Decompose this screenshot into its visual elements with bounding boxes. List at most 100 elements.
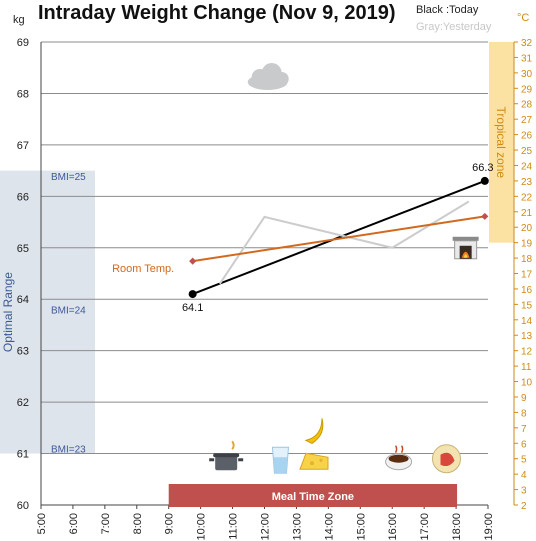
pot-lid xyxy=(213,453,240,458)
x-tick-label: 10:00 xyxy=(196,513,208,541)
fireplace-mantel xyxy=(452,236,479,241)
banana-icon xyxy=(304,418,324,444)
y-right-tick-label: 23 xyxy=(521,177,533,188)
fireplace-icon xyxy=(452,236,479,260)
y-right-tick-label: 27 xyxy=(521,115,533,126)
y-right-tick-label: 21 xyxy=(521,208,533,219)
y-right-tick-label: 22 xyxy=(521,192,533,203)
x-tick-label: 6:00 xyxy=(68,513,80,534)
y-right-tick-label: 12 xyxy=(521,347,533,358)
bowl-soup xyxy=(388,454,409,463)
y-left-tick-label: 66 xyxy=(17,191,29,203)
x-tick-label: 15:00 xyxy=(355,513,367,541)
x-tick-label: 8:00 xyxy=(132,513,144,534)
y-left-tick-label: 64 xyxy=(17,294,29,306)
bmi-label: BMI=23 xyxy=(51,444,86,455)
y-right-tick-label: 11 xyxy=(521,362,532,373)
data-point xyxy=(189,257,197,265)
y-right-tick-label: 15 xyxy=(521,300,533,311)
bmi-label: BMI=24 xyxy=(51,306,86,317)
y-left-tick-label: 67 xyxy=(17,140,29,152)
pot-handle xyxy=(238,458,244,462)
y-right-tick-label: 29 xyxy=(521,84,533,95)
y-right-tick-label: 28 xyxy=(521,100,533,111)
y-right-tick-label: 6 xyxy=(521,439,527,450)
bowl-steam xyxy=(394,445,404,454)
y-right-tick-label: 10 xyxy=(521,378,533,389)
cloud-shape xyxy=(274,72,289,87)
y-left-tick-label: 65 xyxy=(17,243,29,255)
y-right-tick-label: 3 xyxy=(521,486,527,497)
y-right-tick-label: 13 xyxy=(521,331,533,342)
cheese-hole xyxy=(319,458,323,462)
y-left-tick-label: 62 xyxy=(17,397,29,409)
cheese-icon xyxy=(299,452,329,470)
cheese-shape xyxy=(299,452,329,470)
x-tick-label: 18:00 xyxy=(451,513,463,541)
y-left-tick-label: 61 xyxy=(17,449,29,461)
tropical-zone-label: Tropical zone xyxy=(494,107,508,179)
cloud-icon xyxy=(247,63,289,91)
banana-shape xyxy=(304,418,324,444)
data-label: 66.3 xyxy=(472,162,493,174)
series-line-yesterday xyxy=(218,200,470,285)
chart-title: Intraday Weight Change (Nov 9, 2019) xyxy=(38,2,396,24)
pot-body xyxy=(215,456,238,471)
y-right-tick-label: 16 xyxy=(521,285,533,296)
plate-food xyxy=(440,452,455,467)
room-temp-label: Room Temp. xyxy=(112,263,174,275)
series-line-room-temp- xyxy=(192,215,485,263)
y-right-tick-label: 17 xyxy=(521,270,533,281)
cheese-hole xyxy=(309,461,314,466)
y-right-tick-label: 20 xyxy=(521,223,533,234)
series-line-today xyxy=(192,179,486,296)
x-tick-label: 9:00 xyxy=(164,513,176,534)
fireplace-flame xyxy=(463,254,468,258)
data-label: 64.1 xyxy=(182,302,203,314)
y-right-tick-label: 30 xyxy=(521,69,533,80)
y-right-tick-label: 26 xyxy=(521,131,533,142)
y-left-tick-label: 69 xyxy=(17,37,29,49)
soup-bowl-icon xyxy=(385,445,413,471)
pot-icon xyxy=(209,440,244,471)
glass-water xyxy=(273,457,288,474)
bmi-label: BMI=25 xyxy=(51,172,86,183)
meal-time-zone-band xyxy=(168,484,458,507)
optimal-range-label: Optimal Range xyxy=(1,272,15,352)
meal-time-zone-label: Meal Time Zone xyxy=(272,491,354,503)
x-tick-label: 11:00 xyxy=(228,513,240,540)
x-tick-label: 16:00 xyxy=(387,513,399,541)
x-tick-label: 19:00 xyxy=(483,513,495,541)
data-point xyxy=(188,290,197,299)
data-point xyxy=(480,176,489,185)
y-right-tick-label: 14 xyxy=(521,316,533,327)
x-tick-label: 12:00 xyxy=(260,513,272,541)
y-right-tick-label: 19 xyxy=(521,239,533,250)
y-right-tick-label: 18 xyxy=(521,254,533,265)
pot-steam xyxy=(231,440,235,450)
x-tick-label: 5:00 xyxy=(36,513,48,534)
y-right-tick-label: 5 xyxy=(521,455,527,466)
y-right-tick-label: 9 xyxy=(521,393,527,404)
y-right-tick-label: 2 xyxy=(521,501,527,512)
pot-handle xyxy=(209,458,215,462)
legend-yesterday: Gray:Yesterday xyxy=(416,21,492,33)
y-left-tick-label: 63 xyxy=(17,346,29,358)
left-axis-unit: kg xyxy=(13,14,25,26)
optimal-range-band xyxy=(0,170,95,454)
y-right-tick-label: 7 xyxy=(521,424,527,435)
right-axis-unit: °C xyxy=(517,12,530,24)
x-tick-label: 14:00 xyxy=(323,513,335,541)
water-glass-icon xyxy=(271,446,290,474)
data-point xyxy=(481,212,489,220)
x-tick-label: 17:00 xyxy=(419,513,431,541)
x-tick-label: 13:00 xyxy=(291,513,303,541)
y-right-tick-label: 24 xyxy=(521,161,533,172)
y-left-tick-label: 60 xyxy=(17,500,29,512)
y-right-tick-label: 32 xyxy=(521,38,533,49)
y-right-tick-label: 8 xyxy=(521,408,527,419)
y-right-tick-label: 25 xyxy=(521,146,533,157)
y-right-tick-label: 4 xyxy=(521,470,527,481)
x-tick-label: 7:00 xyxy=(100,513,112,534)
